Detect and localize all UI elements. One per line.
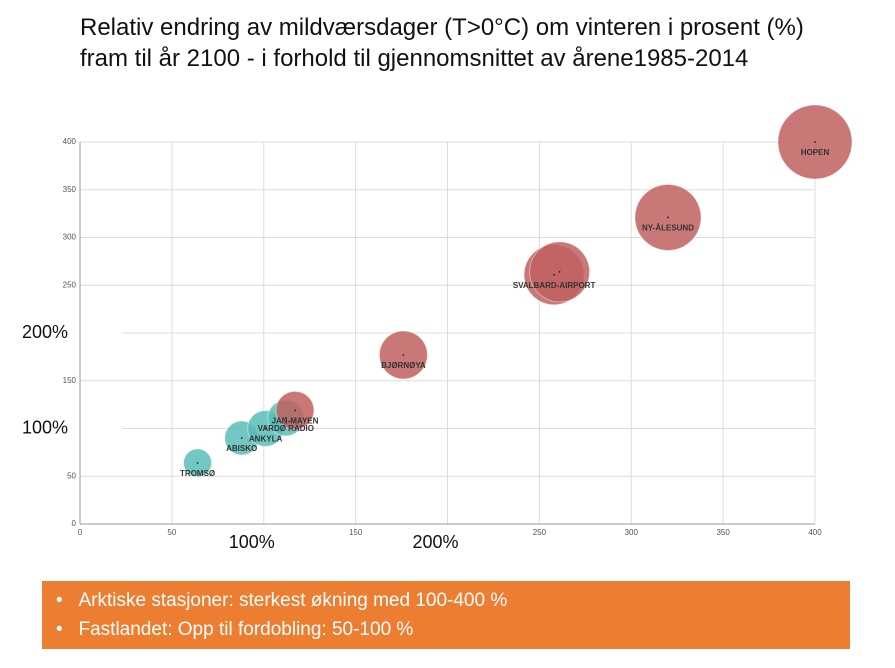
x-tick-label: 0 — [78, 528, 83, 537]
x-tick-label: 300 — [625, 528, 639, 537]
bubble-label: ANKYLA — [249, 435, 283, 444]
bullet-text: Fastlandet: Opp til fordobling: 50-100 % — [78, 619, 414, 640]
bubble-label: TROMSØ — [180, 469, 215, 478]
x-tick-label: 50 — [167, 528, 176, 537]
x-tick-label: 200% — [412, 532, 458, 552]
center-dot — [284, 417, 287, 419]
y-tick-label: 200% — [22, 322, 68, 342]
center-dot — [294, 409, 296, 412]
center-dot — [240, 437, 243, 439]
y-tick-label: 250 — [63, 280, 77, 289]
bullet: • Arktiske stasjoner: sterkest økning me… — [56, 590, 508, 611]
center-dot — [667, 216, 669, 219]
bubble-label: SVALBARD-AIRPORT — [513, 281, 596, 290]
bubble-label: BJØRNØYA — [381, 361, 426, 370]
label-mask — [14, 317, 122, 347]
bubble-label: HOPEN — [801, 148, 830, 157]
y-tick-label: 50 — [67, 471, 76, 480]
center-dot — [814, 141, 816, 143]
y-tick-label: 350 — [63, 185, 77, 194]
bubble-label: ABISKO — [226, 444, 257, 453]
label-mask — [387, 526, 483, 560]
bullet: • Fastlandet: Opp til fordobling: 50-100… — [56, 619, 414, 640]
bubble-label: VARDØ RADIO — [258, 424, 314, 433]
y-tick-label: 150 — [63, 376, 77, 385]
center-dot — [558, 270, 561, 273]
center-dot — [553, 273, 555, 276]
bubble-label: JAN-MAYEN — [272, 416, 319, 425]
x-tick-label: 250 — [533, 528, 547, 537]
label-mask — [203, 526, 299, 560]
center-dot — [196, 461, 199, 464]
summary-box: • Arktiske stasjoner: sterkest økning me… — [42, 581, 850, 649]
chart-title: Relativ endring av mildværsdager (T>0°C)… — [80, 14, 804, 72]
center-dot — [264, 427, 267, 430]
x-tick-label: 400 — [808, 528, 822, 537]
chart: 0 50 100% 150 200% 250 300 350 400 0 50 100% 150 200%… — [14, 105, 852, 560]
label-mask — [14, 412, 122, 443]
y-tick-label: 0 — [72, 519, 77, 528]
x-tick-label: 100% — [229, 532, 275, 552]
y-tick-label: 100% — [22, 417, 68, 437]
x-tick-label: 350 — [716, 528, 730, 537]
y-tick-label: 400 — [63, 137, 77, 146]
bubble-label: NY-ÅLESUND — [642, 224, 694, 233]
bullet-text: Arktiske stasjoner: sterkest økning med … — [78, 590, 508, 611]
center-dot — [402, 354, 405, 356]
y-tick-label: 300 — [63, 233, 77, 242]
x-tick-label: 150 — [349, 528, 363, 537]
